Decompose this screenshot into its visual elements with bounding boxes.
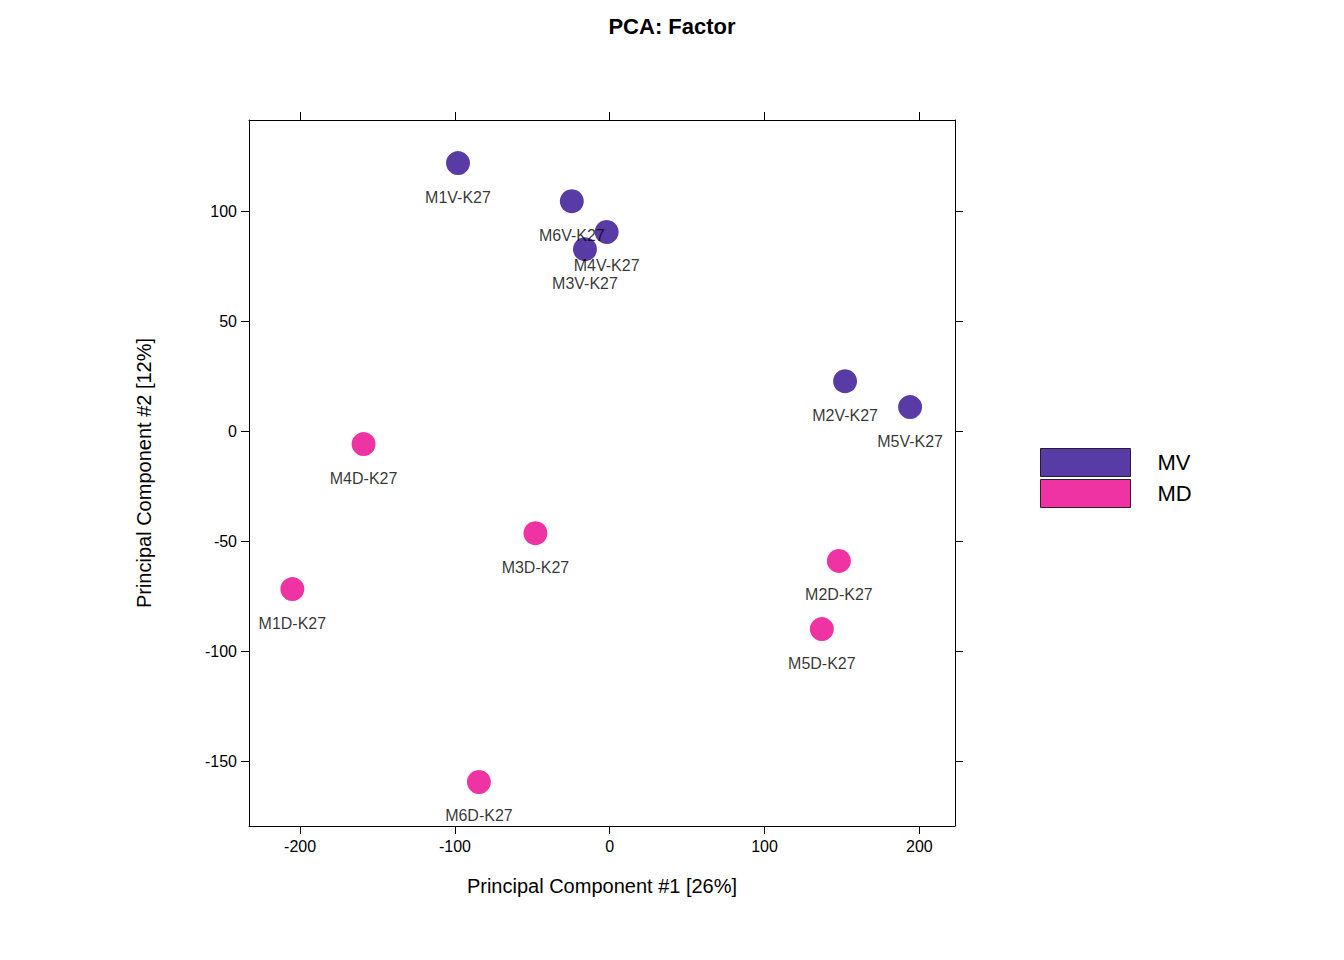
svg-text:PCA: Factor: PCA: Factor [608,14,736,39]
svg-text:M3D-K27: M3D-K27 [502,559,570,576]
svg-text:Principal Component #1 [26%]: Principal Component #1 [26%] [467,875,737,897]
svg-text:M6V-K27: M6V-K27 [539,227,605,244]
svg-text:M1D-K27: M1D-K27 [259,615,327,632]
svg-text:M4V-K27: M4V-K27 [574,257,640,274]
svg-text:200: 200 [906,838,933,855]
svg-text:M5V-K27: M5V-K27 [877,433,943,450]
svg-text:-200: -200 [284,838,316,855]
svg-text:M1V-K27: M1V-K27 [425,189,491,206]
svg-text:M6D-K27: M6D-K27 [445,807,513,824]
svg-text:100: 100 [751,838,778,855]
svg-text:MD: MD [1158,481,1192,506]
svg-text:M2D-K27: M2D-K27 [805,586,873,603]
svg-text:M2V-K27: M2V-K27 [812,407,878,424]
svg-text:M4D-K27: M4D-K27 [330,470,398,487]
svg-text:-100: -100 [439,838,471,855]
svg-text:0: 0 [605,838,614,855]
svg-text:50: 50 [219,313,237,330]
svg-text:M3V-K27: M3V-K27 [552,275,618,292]
svg-text:100: 100 [210,203,237,220]
svg-text:-50: -50 [214,533,237,550]
svg-text:Principal Component #2 [12%]: Principal Component #2 [12%] [133,338,155,608]
svg-text:-100: -100 [205,643,237,660]
svg-text:0: 0 [228,423,237,440]
svg-text:MV: MV [1158,450,1191,475]
svg-text:M5D-K27: M5D-K27 [788,655,856,672]
svg-text:-150: -150 [205,753,237,770]
